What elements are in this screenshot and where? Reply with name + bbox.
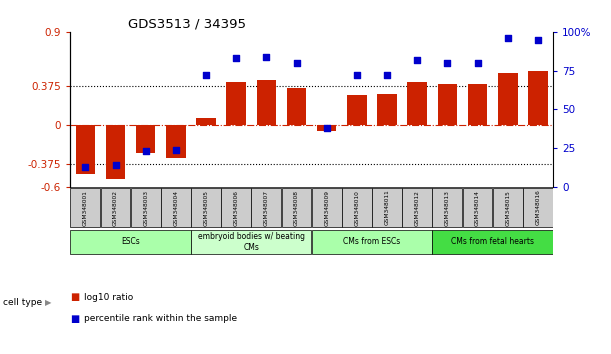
Bar [377,94,397,125]
FancyBboxPatch shape [463,188,492,227]
FancyBboxPatch shape [70,230,191,253]
Text: CMs from fetal hearts: CMs from fetal hearts [451,237,534,246]
FancyBboxPatch shape [70,188,100,227]
FancyBboxPatch shape [402,188,432,227]
FancyBboxPatch shape [312,230,432,253]
Point [201,73,211,78]
Text: GSM348009: GSM348009 [324,190,329,225]
Bar [498,73,518,125]
FancyBboxPatch shape [131,188,161,227]
Text: GSM348001: GSM348001 [83,190,88,225]
Text: GSM348012: GSM348012 [415,190,420,225]
FancyBboxPatch shape [433,230,553,253]
Bar [166,125,186,158]
Bar [528,71,547,125]
Text: GSM348008: GSM348008 [294,190,299,225]
Text: GSM348002: GSM348002 [113,190,118,225]
Text: ■: ■ [70,292,79,302]
Point [262,54,271,59]
Text: GSM348003: GSM348003 [143,190,148,225]
Text: GDS3513 / 34395: GDS3513 / 34395 [128,18,246,31]
Bar [227,81,246,125]
Text: GSM348005: GSM348005 [203,190,208,225]
Text: cell type: cell type [3,298,42,307]
Point [322,125,332,131]
Point [141,148,150,154]
Point [111,162,120,168]
FancyBboxPatch shape [221,188,251,227]
Text: GSM348004: GSM348004 [174,190,178,225]
Text: percentile rank within the sample: percentile rank within the sample [84,314,237,323]
FancyBboxPatch shape [372,188,402,227]
Bar [437,84,457,125]
Bar [136,125,155,153]
Text: GSM348016: GSM348016 [535,190,540,225]
Point [382,73,392,78]
Text: GSM348010: GSM348010 [354,190,359,225]
Bar [317,125,337,131]
Text: log10 ratio: log10 ratio [84,293,133,302]
FancyBboxPatch shape [251,188,281,227]
Text: GSM348015: GSM348015 [505,190,510,225]
FancyBboxPatch shape [191,188,221,227]
Point [171,147,181,153]
Text: ■: ■ [70,314,79,324]
FancyBboxPatch shape [492,188,522,227]
FancyBboxPatch shape [342,188,372,227]
FancyBboxPatch shape [523,188,553,227]
FancyBboxPatch shape [282,188,312,227]
Text: embryoid bodies w/ beating
CMs: embryoid bodies w/ beating CMs [198,232,305,251]
Point [352,73,362,78]
Text: GSM348013: GSM348013 [445,190,450,225]
FancyBboxPatch shape [101,188,131,227]
Bar [106,125,125,179]
FancyBboxPatch shape [312,188,342,227]
Text: ▶: ▶ [45,298,51,307]
Point [533,37,543,42]
Text: GSM348007: GSM348007 [264,190,269,225]
Bar [196,118,216,125]
Bar [347,95,367,125]
Point [442,60,452,66]
Text: ESCs: ESCs [121,237,140,246]
Point [412,57,422,63]
Point [81,164,90,170]
FancyBboxPatch shape [433,188,463,227]
Text: CMs from ESCs: CMs from ESCs [343,237,401,246]
Point [473,60,483,66]
Point [503,35,513,41]
Text: GSM348011: GSM348011 [384,190,390,225]
Bar [468,84,488,125]
Point [232,56,241,61]
Bar [287,88,306,125]
Bar [76,125,95,173]
Point [291,60,301,66]
Text: GSM348014: GSM348014 [475,190,480,225]
FancyBboxPatch shape [161,188,191,227]
Text: GSM348006: GSM348006 [233,190,239,225]
Bar [408,81,427,125]
FancyBboxPatch shape [191,230,312,253]
Bar [257,80,276,125]
